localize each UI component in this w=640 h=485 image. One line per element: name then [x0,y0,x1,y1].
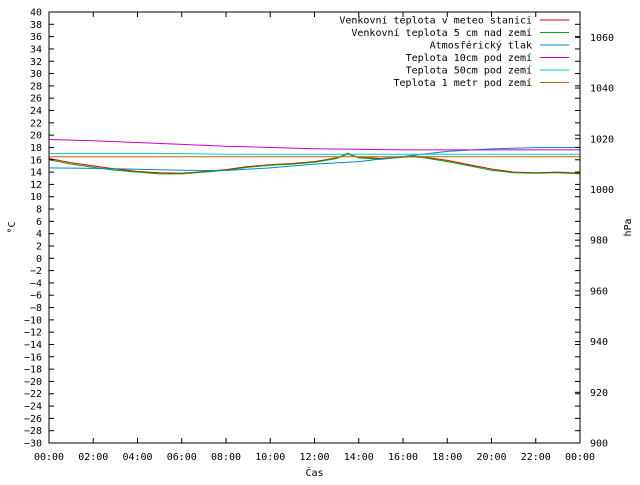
y-tick-label: 0 [36,254,42,265]
x-tick-label: 10:00 [255,452,285,463]
y-tick-label: −10 [24,315,42,326]
y-tick-label: 6 [36,217,42,228]
y2-tick-label: 1040 [590,84,614,95]
series-line-3 [48,146,581,172]
y-tick-label: 40 [30,8,42,19]
y2-tick-label: 1000 [590,185,614,196]
y2-tick-label: 1060 [590,33,614,44]
legend: Venkovní teplota v meteo staniciVenkovní… [339,15,569,89]
y2-tick-label: 960 [590,286,608,297]
x-tick-label: 22:00 [521,452,551,463]
x-tick-label: 08:00 [211,452,241,463]
y-tick-label: 14 [30,168,42,179]
series-layer [48,139,581,175]
y-tick-label: 16 [30,155,42,166]
y-tick-label: −6 [30,291,42,302]
x-tick-label: 00:00 [34,452,64,463]
y-tick-label: 30 [30,69,42,80]
plot-frame [48,11,581,444]
y-tick-label: 26 [30,94,42,105]
y-tick-label: 2 [36,241,42,252]
y-tick-label: −12 [24,328,42,339]
series-line-1 [48,153,581,174]
y-tick-label: 24 [30,106,42,117]
y-tick-label: −22 [24,389,42,400]
y-tick-label: −14 [24,340,42,351]
series-line-5 [49,153,580,155]
x-tick-label: 02:00 [78,452,108,463]
x-tick-label: 16:00 [388,452,418,463]
y-tick-label: −4 [30,278,42,289]
legend-label: Teplota 50cm pod zemí [406,65,532,77]
x-tick-label: 14:00 [344,452,374,463]
x-tick-label: 06:00 [167,452,197,463]
series-line-4 [48,139,580,151]
y2-tick-label: 1020 [590,134,614,145]
x-tick-label: 12:00 [299,452,329,463]
x-axis: 00:00 02:00 04:00 06:00 08:00 10:00 12:00 14:00… [34,12,595,463]
x-tick-label: 18:00 [432,452,462,463]
y2-tick-label: 900 [590,439,608,450]
y2-tick-label: 980 [590,236,608,247]
x-tick-label: 04:00 [122,452,152,463]
y-tick-label: 22 [30,118,42,129]
legend-label: Venkovní teplota v meteo stanici [339,15,532,27]
x-tick-label: 00:00 [565,452,595,463]
legend-label: Teplota 10cm pod zemí [406,52,532,64]
y-tick-label: 32 [30,57,42,68]
y-tick-label: −30 [24,439,42,450]
y-tick-label: −26 [24,414,42,425]
y-tick-label: −28 [24,426,42,437]
y-tick-label: 20 [30,131,42,142]
y-tick-label: −16 [24,352,42,363]
y-tick-label: −8 [30,303,42,314]
y-tick-label: 28 [30,81,42,92]
legend-label: Teplota 1 metr pod zemí [394,77,532,89]
y2-tick-label: 940 [590,337,608,348]
y-tick-label: 18 [30,143,42,154]
y-tick-label: −2 [30,266,42,277]
y2-axis: 1060 1040 1020 1000 980 960 940 920 900 [575,33,614,450]
y2-tick-label: 920 [590,388,608,399]
y-tick-label: 12 [30,180,42,191]
y-tick-label: 36 [30,32,42,43]
y-tick-label: 8 [36,205,42,216]
y-tick-label: 38 [30,20,42,31]
y-tick-label: −18 [24,365,42,376]
y-tick-label: 10 [30,192,42,203]
legend-label: Atmosférický tlak [430,40,532,52]
y-tick-label: 4 [36,229,42,240]
legend-label: Venkovní teplota 5 cm nad zemí [351,27,532,39]
y-tick-label: −20 [24,377,42,388]
series-line-2 [48,152,581,175]
y2-axis-label: hPa [623,218,634,236]
y-axis-label: °C [7,221,18,233]
y-tick-label: −24 [24,402,42,413]
y-tick-label: 34 [30,44,42,55]
x-tick-label: 20:00 [476,452,506,463]
x-axis-label: Čas [305,466,323,479]
y-axis: 4038363432302826242220181614121086420−2−… [24,8,580,450]
